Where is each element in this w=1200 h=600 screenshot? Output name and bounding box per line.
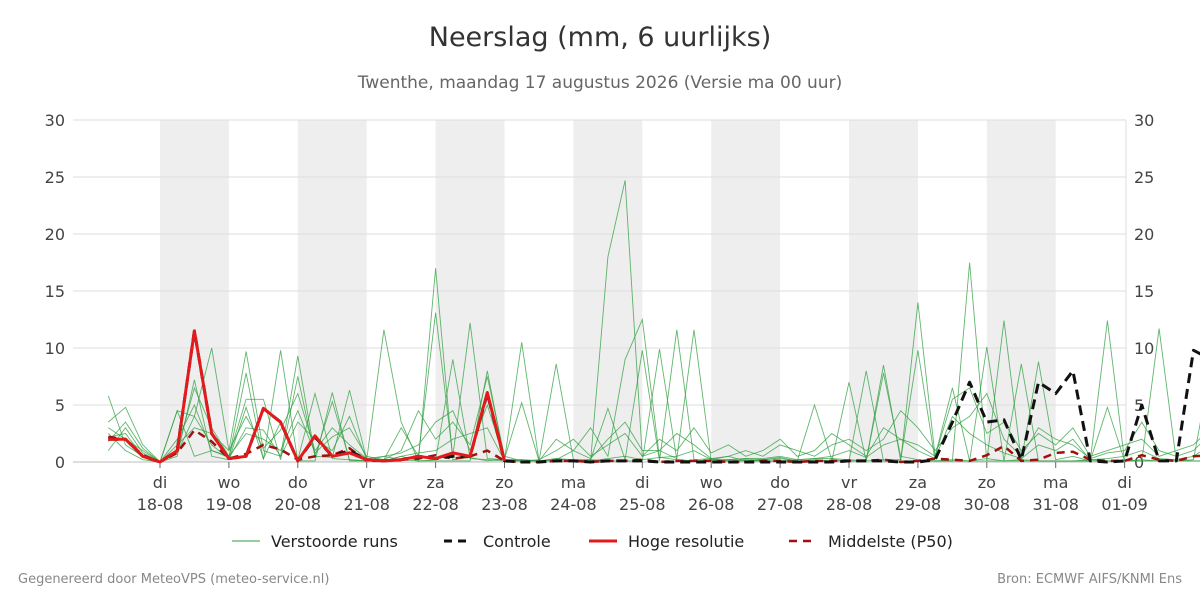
y-tick-label-left: 10 [45,339,65,358]
x-tick-day: za [909,473,927,492]
ensemble-member-line [107,349,1200,463]
y-axis-right: 0 5 10 15 20 25 30 [1134,111,1154,472]
y-tick-label-left: 15 [45,282,65,301]
x-tick-date: 27-08 [757,495,804,514]
x-tick-date: 20-08 [275,495,322,514]
ensemble-lines [107,180,1200,463]
legend-label: Controle [483,532,551,551]
y-tick-label-right: 20 [1134,225,1154,244]
ensemble-member-line [107,392,1200,463]
x-tick-date: 26-08 [688,495,735,514]
y-tick-label-left: 5 [55,396,65,415]
x-tick-date: 31-08 [1032,495,1079,514]
ensemble-member-line [108,415,1200,463]
x-tick-day: di [635,473,650,492]
x-tick-date: 22-08 [412,495,459,514]
x-tick-day: zo [978,473,996,492]
series-line-hoge-resolutie [108,329,506,464]
ensemble-member-line [107,262,1200,463]
x-tick-day: zo [495,473,513,492]
x-tick-day: vr [841,473,857,492]
y-tick-label-left: 20 [45,225,65,244]
y-tick-label-right: 10 [1134,339,1154,358]
x-tick-date: 23-08 [481,495,528,514]
x-tick-day: di [1117,473,1132,492]
x-tick-day: di [153,473,168,492]
y-tick-label-right: 30 [1134,111,1154,130]
x-tick-day: za [426,473,444,492]
x-tick-day: wo [217,473,240,492]
footer-source: Bron: ECMWF AIFS/KNMI Ens [997,572,1182,587]
x-tick-date: 18-08 [137,495,184,514]
x-tick-day: ma [1043,473,1068,492]
legend: Verstoorde runs Controle Hoge resolutie Mid… [232,532,953,551]
x-tick-date: 25-08 [619,495,666,514]
y-tick-label-left: 30 [45,111,65,130]
x-tick-day: vr [359,473,375,492]
y-tick-label-right: 25 [1134,168,1154,187]
series-line-controle [108,329,1200,464]
x-tick-day: do [770,473,790,492]
y-tick-label-left: 0 [55,453,65,472]
x-tick-date: 19-08 [206,495,253,514]
footer-generated-by: Gegenereerd door MeteoVPS (meteo-service… [18,572,330,587]
y-tick-label-left: 25 [45,168,65,187]
x-tick-date: 21-08 [343,495,390,514]
x-tick-date: 01-09 [1101,495,1148,514]
y-tick-label-right: 5 [1134,396,1144,415]
main-series-lines [108,329,1200,464]
legend-label: Verstoorde runs [271,532,398,551]
x-tick-date: 28-08 [826,495,873,514]
x-tick-date: 29-08 [895,495,942,514]
y-tick-label-right: 15 [1134,282,1154,301]
x-tick-day: do [288,473,308,492]
chart-title: Neerslag (mm, 6 uurlijks) [428,22,772,53]
x-tick-day: ma [561,473,586,492]
x-tick-date: 30-08 [964,495,1011,514]
ensemble-member-line [108,376,1200,463]
legend-label: Middelste (P50) [828,532,953,551]
x-tick-date: 24-08 [550,495,597,514]
y-axis-left: 0 5 10 15 20 25 30 [45,111,65,472]
legend-label: Hoge resolutie [628,532,744,551]
chart-subtitle: Twenthe, maandag 17 augustus 2026 (Versi… [357,73,843,93]
x-axis: di 18-08 wo 19-08 do 20-08 vr 21-08 za 22-08 zo 23-… [137,462,1148,514]
x-tick-day: wo [700,473,723,492]
y-tick-label-right: 0 [1134,453,1144,472]
